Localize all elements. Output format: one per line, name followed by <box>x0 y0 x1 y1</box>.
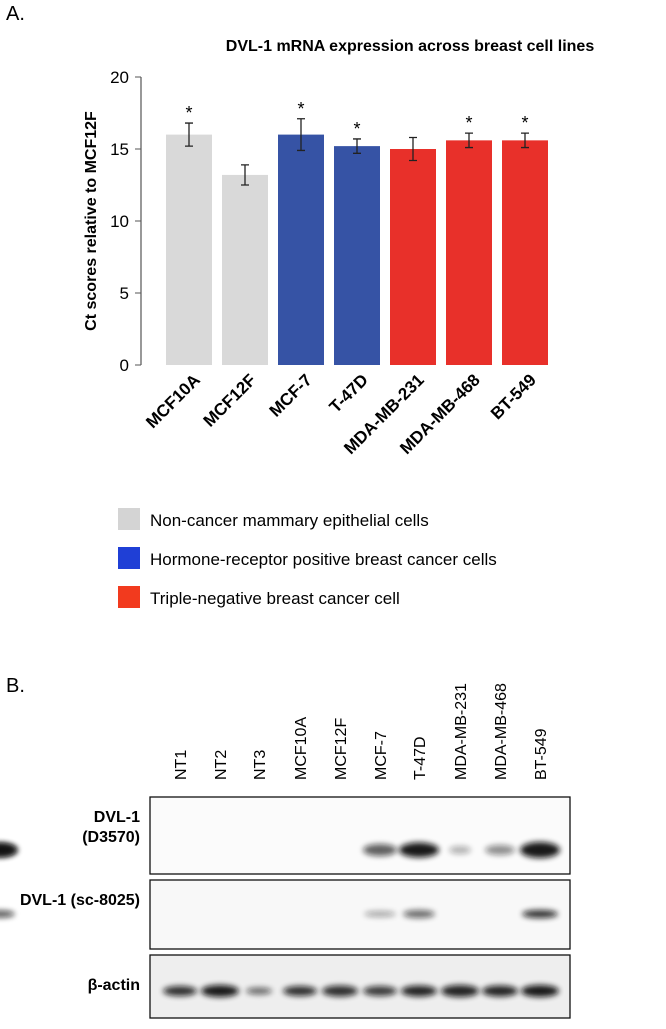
blot-band <box>522 910 558 918</box>
blot-band <box>322 985 358 997</box>
bar <box>502 140 548 365</box>
bar <box>334 146 380 365</box>
x-tick-label: BT-549 <box>487 370 540 423</box>
blot-band <box>201 985 239 997</box>
blot-band <box>246 987 272 995</box>
y-tick-label: 10 <box>110 212 129 231</box>
panel-label: A. <box>6 3 25 25</box>
bar <box>390 149 436 365</box>
significance-marker: * <box>185 103 192 123</box>
y-tick-label: 20 <box>110 68 129 87</box>
y-axis-label: Ct scores relative to MCF12F <box>83 111 100 331</box>
row-label: (D3570) <box>82 829 140 846</box>
lane-label: NT1 <box>173 750 190 780</box>
blot-band <box>520 842 560 858</box>
error-bar <box>185 122 193 147</box>
row-label: DVL-1 (sc-8025) <box>20 892 140 909</box>
bar <box>278 134 324 365</box>
blot-band <box>403 910 435 918</box>
legend-swatch <box>118 586 140 608</box>
lane-label: NT2 <box>213 750 230 780</box>
legend-label: Triple-negative breast cancer cell <box>150 589 400 608</box>
blot-band <box>163 986 197 996</box>
error-bar <box>409 136 417 162</box>
lane-label: NT3 <box>252 750 269 780</box>
y-tick-label: 0 <box>120 356 129 375</box>
blot-band <box>363 986 397 996</box>
error-bar <box>241 164 249 186</box>
blot-band <box>0 910 15 918</box>
blot-band <box>364 911 396 917</box>
blot-band <box>0 843 16 857</box>
lane-label: BT-549 <box>533 728 550 780</box>
x-tick-label: MCF10A <box>142 370 204 432</box>
blot-band <box>482 985 518 997</box>
significance-marker: * <box>353 119 360 139</box>
row-label: DVL-1 <box>94 809 140 826</box>
legend-label: Hormone-receptor positive breast cancer … <box>150 550 497 569</box>
y-tick-label: 5 <box>120 284 129 303</box>
blot-band <box>485 845 515 855</box>
significance-marker: * <box>521 113 528 133</box>
blot-band <box>401 985 437 997</box>
panel-label: B. <box>6 675 25 697</box>
x-tick-label: MCF-7 <box>266 370 316 420</box>
blot-band <box>449 846 471 854</box>
blot-band <box>441 985 479 997</box>
blot-band <box>521 985 559 997</box>
y-tick-label: 15 <box>110 140 129 159</box>
chart-title: DVL-1 mRNA expression across breast cell… <box>226 38 595 55</box>
bar <box>222 174 268 365</box>
legend-label: Non-cancer mammary epithelial cells <box>150 511 429 530</box>
legend-swatch <box>118 508 140 530</box>
blot-frame <box>149 879 571 950</box>
lane-label: T-47D <box>412 736 429 780</box>
lane-label: MCF10A <box>293 717 310 780</box>
blot-band <box>363 844 397 856</box>
error-bar <box>353 138 361 154</box>
blot-band <box>283 986 317 996</box>
x-tick-label: MCF12F <box>200 370 260 430</box>
blot-frames <box>149 796 571 1019</box>
bar <box>446 140 492 365</box>
lane-label: MCF12F <box>333 718 350 780</box>
lane-label: MDA-MB-231 <box>453 683 470 780</box>
lane-label: MCF-7 <box>373 731 390 780</box>
significance-marker: * <box>297 99 304 119</box>
blot-frame <box>149 796 571 875</box>
significance-marker: * <box>465 113 472 133</box>
x-tick-label: T-47D <box>326 370 372 416</box>
blot-band <box>399 842 439 858</box>
lane-label: MDA-MB-468 <box>493 683 510 780</box>
bar <box>166 134 212 365</box>
error-bar <box>521 132 529 149</box>
error-bar <box>297 118 305 152</box>
row-label: β-actin <box>88 977 140 994</box>
legend-swatch <box>118 547 140 569</box>
error-bar <box>465 132 473 149</box>
